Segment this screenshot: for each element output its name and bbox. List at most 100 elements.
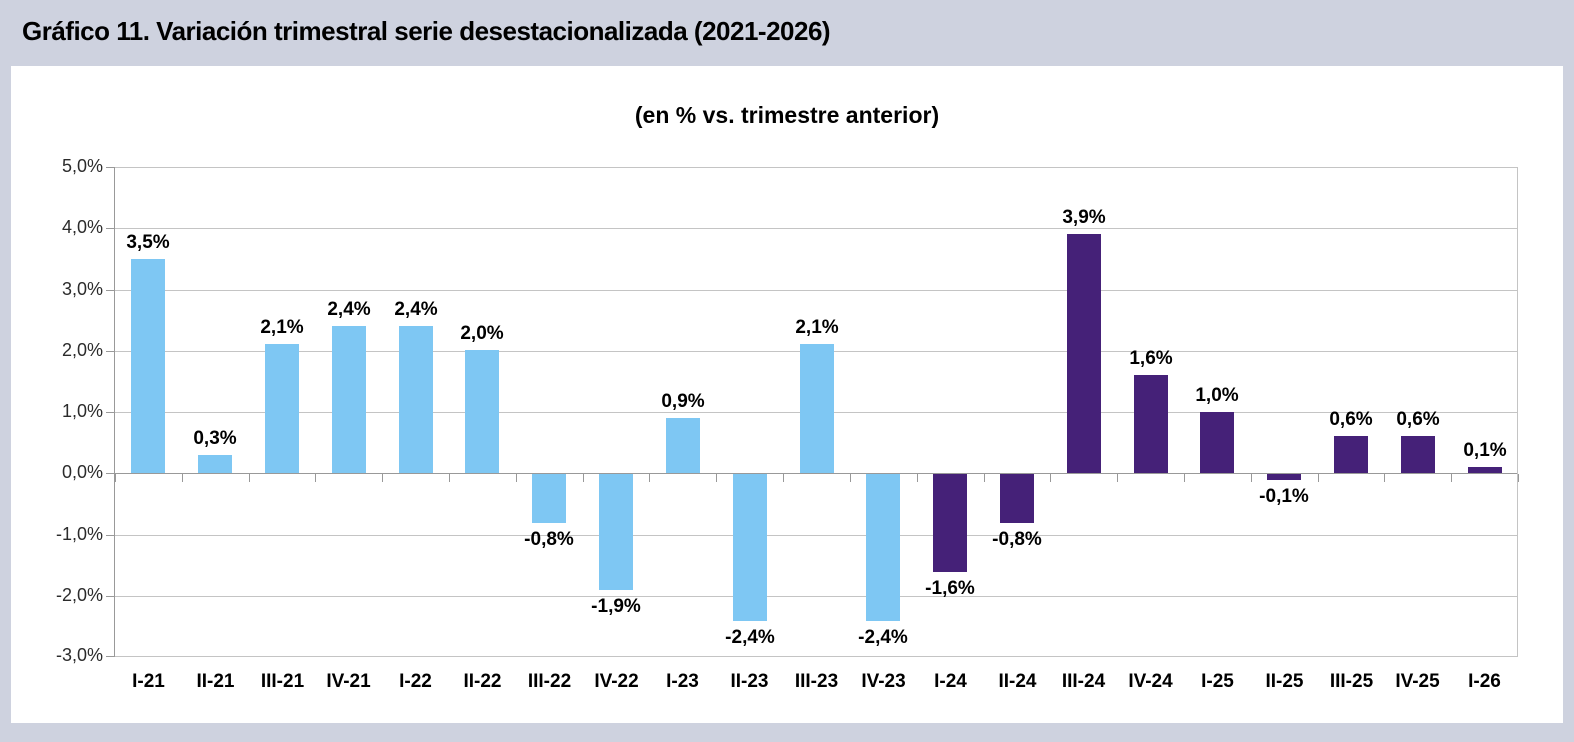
category-axis-tick <box>1251 474 1252 482</box>
y-tick-label: 2,0% <box>61 340 103 360</box>
category-axis-tick <box>649 474 650 482</box>
x-tick-label: II-23 <box>730 671 769 692</box>
x-tick-label: III-21 <box>260 671 305 692</box>
category-axis-tick <box>716 474 717 482</box>
y-axis-tick <box>106 228 114 229</box>
y-tick-label: 0,0% <box>61 462 103 482</box>
x-tick-label: I-25 <box>1201 671 1234 692</box>
x-tick-label: III-25 <box>1329 671 1374 692</box>
bar-value-label: -0,8% <box>524 529 574 550</box>
x-tick-label: III-24 <box>1061 671 1106 692</box>
bar <box>800 344 834 473</box>
category-axis-tick <box>249 474 250 482</box>
y-axis-tick <box>106 290 114 291</box>
category-axis-tick <box>783 474 784 482</box>
x-tick-label: II-25 <box>1265 671 1304 692</box>
bar-value-label: 2,1% <box>260 317 304 338</box>
category-axis-tick <box>315 474 316 482</box>
bar <box>332 326 366 473</box>
bar-value-label: 2,4% <box>327 299 371 320</box>
bar <box>465 350 499 473</box>
gridline <box>115 535 1518 536</box>
bar <box>666 418 700 473</box>
y-axis-tick <box>106 351 114 352</box>
category-axis-tick <box>1318 474 1319 482</box>
y-axis-tick <box>106 596 114 597</box>
bar <box>399 326 433 473</box>
bar <box>1200 412 1234 473</box>
bar <box>1468 467 1502 473</box>
category-axis-tick <box>382 474 383 482</box>
x-tick-label: I-23 <box>666 671 699 692</box>
category-axis-tick <box>583 474 584 482</box>
bar <box>532 474 566 523</box>
bar-value-label: 0,6% <box>1329 409 1373 430</box>
bar <box>1067 234 1101 473</box>
gridline <box>115 656 1518 657</box>
chart-header: Gráfico 11. Variación trimestral serie d… <box>0 0 1574 66</box>
x-tick-label: II-21 <box>196 671 235 692</box>
category-axis-tick <box>1384 474 1385 482</box>
category-axis-tick <box>850 474 851 482</box>
category-axis-tick <box>449 474 450 482</box>
y-tick-label: 4,0% <box>61 217 103 237</box>
category-axis-tick <box>1050 474 1051 482</box>
y-tick-label: -2,0% <box>55 585 103 605</box>
y-axis-tick <box>106 167 114 168</box>
y-tick-label: -3,0% <box>55 645 103 665</box>
bar-value-label: 0,6% <box>1396 409 1440 430</box>
plot-right-border <box>1517 167 1518 657</box>
bar-value-label: -1,9% <box>591 596 641 617</box>
bar <box>866 474 900 621</box>
y-tick-label: 1,0% <box>61 401 103 421</box>
y-axis-tick <box>106 656 114 657</box>
bar <box>1334 436 1368 473</box>
bar <box>198 455 232 473</box>
chart-subtitle: (en % vs. trimestre anterior) <box>634 102 940 128</box>
bar-value-label: 1,6% <box>1129 348 1173 369</box>
x-tick-label: III-23 <box>794 671 839 692</box>
x-tick-label: IV-21 <box>326 671 371 692</box>
bar-value-label: -0,8% <box>992 529 1042 550</box>
bar-value-label: 0,1% <box>1463 440 1507 461</box>
category-axis-tick <box>1117 474 1118 482</box>
y-axis-tick <box>106 535 114 536</box>
bar <box>1401 436 1435 473</box>
plot-area: 3,5% 0,3% 2,1% 2,4% 2,4% 2,0% -0,8% -1,9% 0,9% -2… <box>106 167 1519 657</box>
x-tick-label: IV-24 <box>1128 671 1173 692</box>
bar-value-label: 0,3% <box>193 428 237 449</box>
gridline <box>115 596 1518 597</box>
bar <box>1267 474 1301 480</box>
bar-value-label: -0,1% <box>1259 486 1309 507</box>
category-axis-tick <box>984 474 985 482</box>
category-axis-tick <box>516 474 517 482</box>
x-tick-label: I-24 <box>934 671 967 692</box>
bar-value-label: 2,1% <box>795 317 839 338</box>
bar-value-label: 3,5% <box>126 232 170 253</box>
category-axis-tick <box>1451 474 1452 482</box>
chart-panel: (en % vs. trimestre anterior) 5,0% 4,0% 3,… <box>11 66 1563 723</box>
bar-value-label: 0,9% <box>661 391 705 412</box>
bar <box>265 344 299 473</box>
x-tick-label: I-22 <box>399 671 432 692</box>
gridline <box>115 290 1518 291</box>
bar <box>933 474 967 572</box>
x-tick-label: II-22 <box>463 671 502 692</box>
category-axis-tick <box>115 474 116 482</box>
bar <box>1134 375 1168 473</box>
zero-axis-line <box>115 473 1518 474</box>
y-axis-line <box>114 167 115 657</box>
bar-value-label: -2,4% <box>725 627 775 648</box>
category-axis-tick <box>917 474 918 482</box>
y-tick-label: 5,0% <box>61 156 103 176</box>
y-tick-label: -1,0% <box>55 524 103 544</box>
page-title: Gráfico 11. Variación trimestral serie d… <box>22 16 831 46</box>
x-tick-label: I-26 <box>1468 671 1501 692</box>
bar <box>733 474 767 621</box>
bar-value-label: 3,9% <box>1062 207 1106 228</box>
y-tick-label: 3,0% <box>61 279 103 299</box>
x-tick-label: IV-23 <box>861 671 906 692</box>
bar-value-label: -1,6% <box>925 578 975 599</box>
category-axis-tick <box>1184 474 1185 482</box>
